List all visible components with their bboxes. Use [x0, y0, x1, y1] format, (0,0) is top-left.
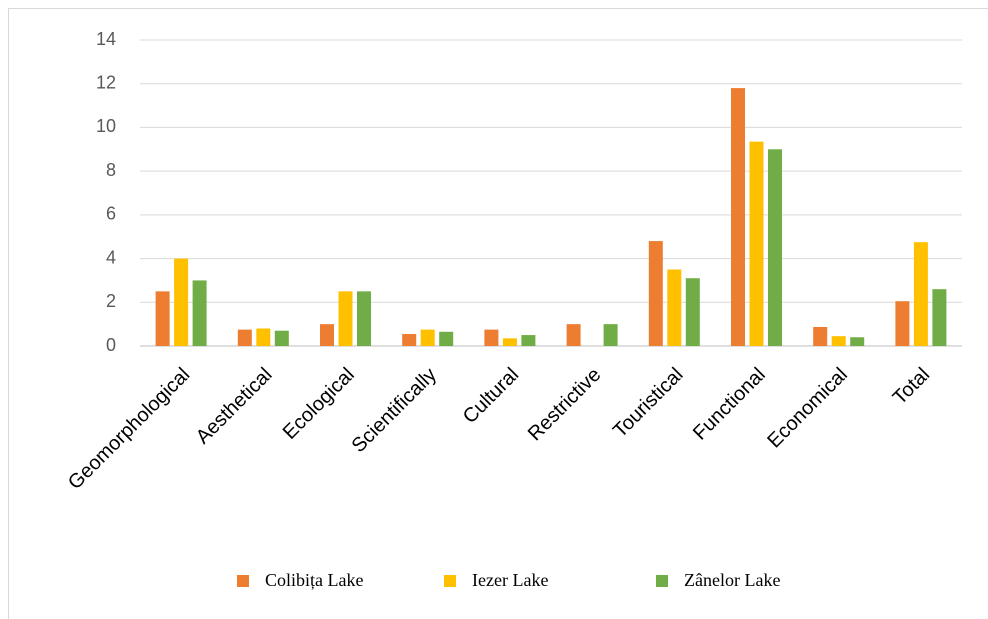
- bar: [731, 88, 745, 346]
- bar: [685, 278, 700, 346]
- bar: [850, 337, 865, 346]
- y-tick-label: 6: [106, 204, 116, 224]
- bar: [749, 141, 764, 346]
- y-tick-label: 4: [106, 247, 116, 267]
- x-tick-label: Cultural: [459, 364, 523, 428]
- bar: [274, 330, 289, 346]
- bar: [357, 291, 371, 346]
- legend-label: Iezer Lake: [472, 570, 548, 590]
- x-tick-label: Functional: [689, 364, 770, 445]
- bar: [521, 335, 536, 346]
- legend-swatch: [237, 575, 249, 587]
- chart-border: [8, 8, 988, 619]
- bar: [566, 324, 581, 346]
- bar: [603, 324, 618, 346]
- y-tick-label: 14: [96, 29, 116, 49]
- legend-label: Zânelor Lake: [684, 570, 780, 590]
- bar: [932, 289, 947, 346]
- x-tick-label: Aesthetical: [192, 364, 277, 449]
- bar: [174, 258, 189, 346]
- y-tick-label: 2: [106, 291, 116, 311]
- y-tick-label: 0: [106, 335, 116, 355]
- bar: [338, 291, 353, 346]
- x-tick-label: Economical: [763, 364, 852, 453]
- bar: [913, 242, 928, 346]
- bar: [192, 280, 207, 346]
- legend-label: Colibița Lake: [265, 570, 363, 590]
- bar: [155, 291, 170, 346]
- bar: [320, 324, 334, 346]
- bar: [402, 333, 417, 346]
- bar: [484, 329, 499, 346]
- bar: [667, 269, 682, 346]
- bar: [813, 326, 828, 346]
- bar: [831, 336, 846, 346]
- bar: [256, 328, 271, 346]
- bar: [420, 329, 435, 346]
- legend-swatch: [444, 575, 456, 587]
- bar: [895, 301, 910, 346]
- y-tick-label: 12: [96, 72, 116, 92]
- x-tick-label: Touristical: [609, 364, 687, 442]
- x-tick-label: Geomorphological: [64, 364, 194, 494]
- x-tick-label: Total: [889, 364, 934, 409]
- x-tick-label: Scientifically: [348, 364, 441, 457]
- bar: [237, 329, 252, 346]
- y-tick-label: 10: [96, 116, 116, 136]
- bar: [502, 338, 517, 346]
- bar: [768, 149, 782, 346]
- bar: [648, 241, 663, 346]
- x-tick-label: Ecological: [279, 364, 359, 444]
- x-tick-label: Restrictive: [524, 364, 606, 446]
- y-tick-label: 8: [106, 160, 116, 180]
- legend-swatch: [656, 575, 668, 587]
- bar: [439, 331, 454, 346]
